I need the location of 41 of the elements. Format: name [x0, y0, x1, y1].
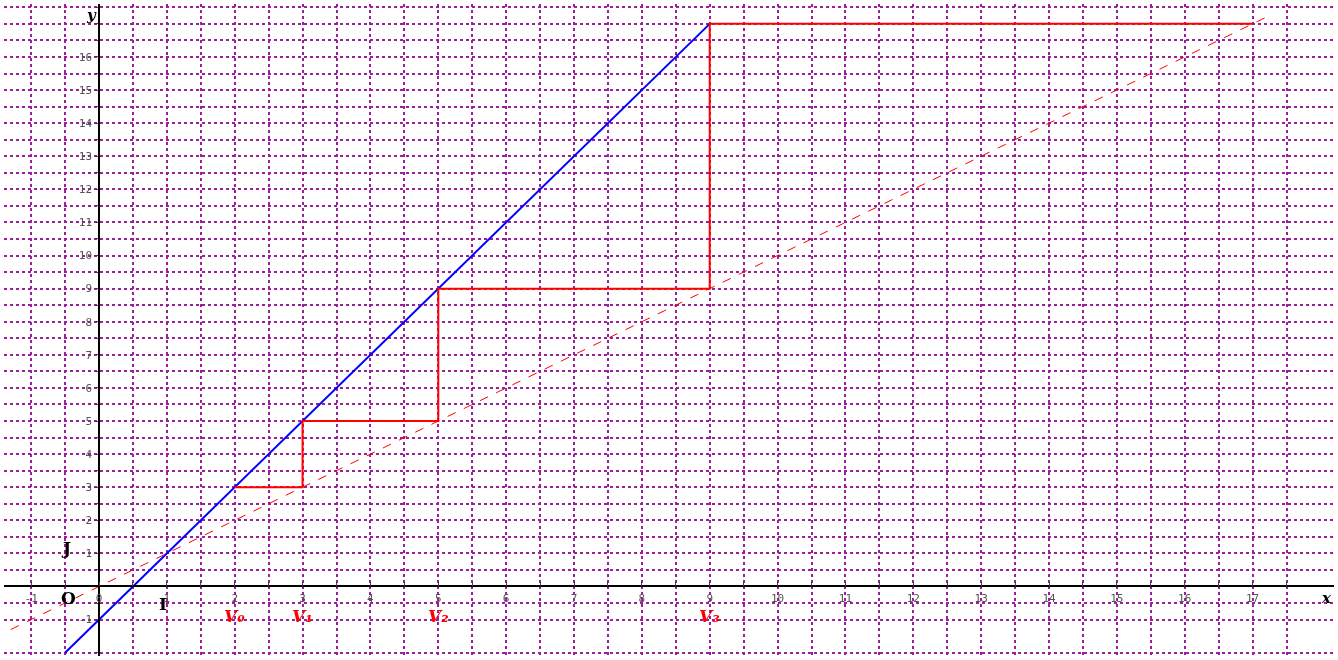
y-tick-label: 3	[85, 481, 93, 495]
y-tick-label: 16	[78, 50, 93, 64]
y-tick-label: 10	[78, 249, 93, 263]
y-axis-title: y	[86, 6, 97, 24]
x-tick-label: 15	[1110, 592, 1124, 606]
x-tick-label: 4	[367, 592, 375, 606]
y-tick-label: -1	[78, 613, 93, 627]
y-tick-label: 14	[78, 117, 93, 130]
y-tick-label: 11	[78, 216, 93, 230]
x-tick-label: 3	[299, 592, 306, 606]
x-tick-label: 13	[974, 592, 988, 606]
annotation: J	[61, 538, 72, 558]
x-tick-label: 2	[231, 592, 239, 606]
y-tick-label: 9	[85, 282, 93, 296]
x-tick-label: 12	[906, 592, 920, 606]
x-axis-title: x	[1321, 589, 1332, 607]
x-tick-label: 16	[1178, 592, 1192, 606]
annotation: O	[61, 588, 76, 608]
x-tick-label: 8	[638, 592, 646, 606]
x-tick-label: 14	[1042, 592, 1056, 606]
y-tick-label: 5	[85, 414, 93, 428]
x-tick-label: 11	[838, 592, 853, 606]
x-tick-label: 9	[706, 592, 714, 606]
y-tick-label: 13	[78, 150, 93, 164]
y-tick-label: 8	[85, 315, 93, 329]
y-tick-label: 1	[85, 547, 93, 561]
y-tick-label: 7	[85, 348, 93, 362]
y-tick-label: 12	[78, 183, 93, 197]
y-tick-label: 6	[85, 381, 93, 395]
y-tick-label: 2	[85, 514, 93, 528]
x-tick-label: 6	[502, 592, 510, 606]
y-tick-label: 4	[85, 447, 93, 461]
annotation: V₀	[224, 606, 246, 626]
y-tick-label: 15	[78, 83, 93, 97]
x-tick-label: 17	[1245, 592, 1260, 606]
line-series	[233, 22, 1254, 489]
annotation: V₂	[428, 606, 449, 626]
x-tick-label: 5	[434, 592, 442, 606]
x-tick-label: 10	[770, 592, 785, 606]
x-tick-label: -1	[24, 592, 38, 606]
x-tick-label: 7	[570, 592, 578, 606]
